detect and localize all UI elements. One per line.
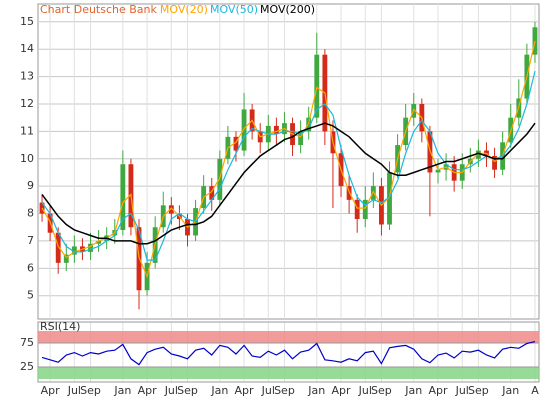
x-tick-label: Jul [67, 384, 81, 397]
candle-body [298, 131, 304, 146]
y-tick-label: 10 [20, 152, 34, 165]
x-tick-label: Sep [80, 384, 101, 397]
y-tick-label: 75 [20, 336, 34, 349]
x-tick-label: Jul [261, 384, 275, 397]
candle-body [492, 156, 497, 170]
y-tick-label: 7 [27, 234, 34, 247]
oversold-band [38, 367, 539, 379]
candle-body [273, 125, 279, 135]
x-tick-label: Apr [332, 384, 352, 397]
x-tick-label: Jan [210, 384, 228, 397]
candle-body [217, 158, 223, 200]
candle-body [306, 117, 312, 132]
x-tick-label: Apr [138, 384, 158, 397]
candle-body [387, 172, 392, 225]
candle-body [354, 199, 360, 220]
rsi-line [41, 341, 536, 366]
y-tick-label: 8 [27, 207, 34, 220]
x-tick-label: Jul [164, 384, 178, 397]
y-tick-label: 14 [20, 42, 34, 55]
y-tick-label: 12 [20, 97, 34, 110]
candle-body [370, 186, 376, 200]
candle-body [55, 232, 61, 263]
x-tick-label: Sep [468, 384, 489, 397]
candle-body [346, 186, 352, 200]
moving-average-line [41, 70, 536, 261]
candle-body [241, 109, 247, 151]
x-tick-label: A [531, 384, 539, 397]
candle-body [120, 164, 126, 230]
overbought-band [38, 331, 539, 343]
candle-body [96, 240, 102, 244]
y-tick-label: 25 [20, 360, 34, 373]
candle-body [435, 169, 441, 173]
legend-entry: MOV(200) [260, 3, 315, 16]
candle-body [39, 202, 45, 214]
legend-entry: MOV(50) [210, 3, 258, 16]
x-tick-label: Sep [177, 384, 198, 397]
candle-body [362, 199, 368, 220]
candle-body [88, 243, 93, 252]
x-tick-label: Jan [404, 384, 422, 397]
candle-body [475, 150, 481, 159]
x-tick-label: Jul [358, 384, 372, 397]
candle-body [168, 205, 174, 214]
x-tick-label: Apr [41, 384, 61, 397]
x-tick-label: Apr [235, 384, 255, 397]
candle-body [532, 27, 538, 55]
x-tick-label: Sep [274, 384, 295, 397]
legend: Chart Deutsche Bank MOV(20) MOV(50) MOV(200… [40, 3, 315, 16]
rsi-title: RSI(14) [40, 320, 80, 333]
chart-title: Chart Deutsche Bank [40, 3, 158, 16]
candle-body [314, 54, 320, 118]
candle-body [71, 246, 77, 255]
moving-average-line [41, 122, 536, 245]
x-tick-label: Jan [113, 384, 131, 397]
rsi-frame [37, 321, 540, 383]
y-tick-label: 11 [20, 124, 34, 137]
y-tick-label: 5 [27, 289, 34, 302]
y-tick-label: 6 [27, 261, 34, 274]
candle-body [209, 186, 215, 200]
legend-entry: MOV(20) [160, 3, 208, 16]
x-tick-label: Jan [501, 384, 519, 397]
y-tick-label: 9 [27, 179, 34, 192]
candle-body [233, 136, 239, 151]
x-tick-label: Jan [307, 384, 325, 397]
x-tick-label: Sep [371, 384, 392, 397]
y-tick-label: 15 [20, 15, 34, 28]
plot-frame [37, 3, 540, 320]
x-tick-label: Apr [428, 384, 448, 397]
x-tick-label: Jul [455, 384, 469, 397]
y-tick-label: 13 [20, 70, 34, 83]
candle-body [63, 254, 69, 263]
